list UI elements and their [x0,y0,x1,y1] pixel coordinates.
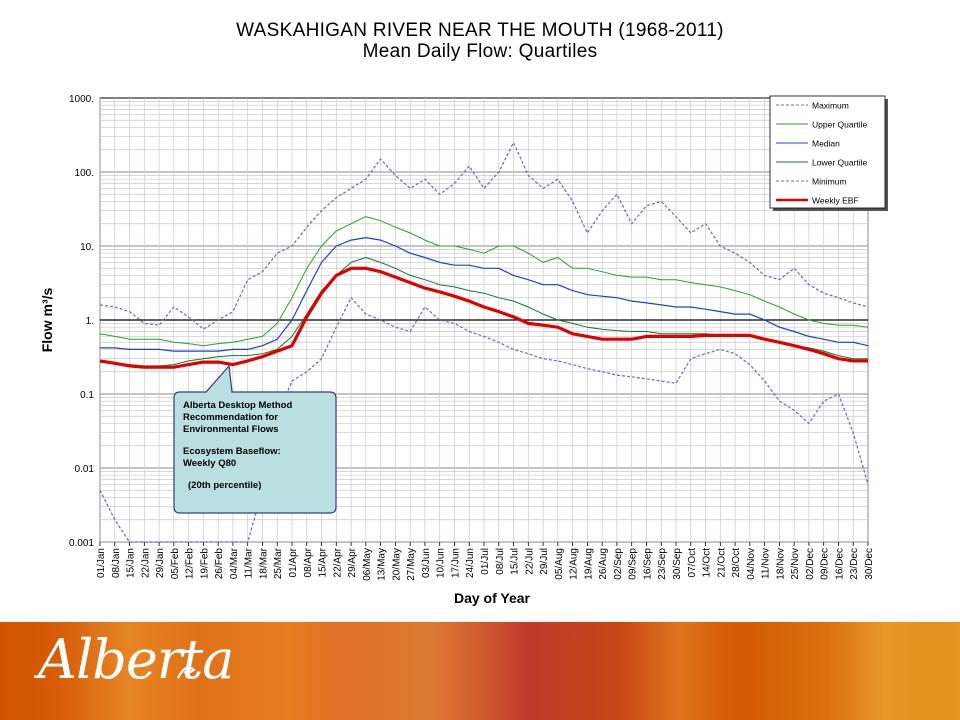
x-tick-label: 21/Oct [716,548,727,578]
x-tick-label: 06/May [362,548,373,581]
x-tick-label: 25/Nov [790,548,801,580]
x-tick-label: 15/Jan [126,548,137,578]
callout-text: Alberta Desktop Method Recommendation fo… [183,400,333,492]
footer-streak [830,622,940,720]
x-tick-label: 17/Jun [450,548,461,578]
x-tick-label: 26/Feb [214,548,225,580]
x-tick-label: 15/Apr [318,547,329,577]
series-line [99,297,869,543]
alberta-logo: Alberta [38,628,234,691]
x-tick-label: 27/May [406,548,417,581]
x-tick-label: 02/Sep [613,548,624,580]
callout-box [173,364,337,514]
y-tick-label: 0.01 [75,464,95,475]
x-tick-label: 11/Mar [244,547,255,578]
chart-subtitle: Mean Daily Flow: Quartiles [362,41,598,62]
x-tick-label: 01/Jul [480,548,491,575]
chart-title: WASKAHIGAN RIVER NEAR THE MOUTH (1968-20… [236,20,724,41]
x-tick-label: 11/Nov [761,548,772,579]
x-tick-label: 13/May [377,548,388,581]
x-tick-label: 03/Jun [421,548,432,578]
x-tick-label: 23/Dec [849,548,860,580]
series-line [99,216,869,347]
y-tick-label: 1. [86,316,94,327]
callout-line: Alberta Desktop Method [183,400,293,411]
x-tick-label: 20/May [391,548,402,581]
legend-label: Minimum [812,177,846,187]
x-tick-label: 30/Sep [672,548,683,580]
x-tick-label: 22/Jan [140,548,151,578]
callout-line: Ecosystem Baseflow: [183,446,281,457]
x-tick-label: 15/Jul [510,548,521,575]
x-tick-label: 30/Dec [864,548,875,580]
footer-banner [0,622,960,720]
x-tick-label: 10/Jun [436,548,447,578]
x-tick-label: 28/Oct [731,548,742,578]
x-tick-label: 23/Sep [657,548,668,580]
x-tick-label: 16/Sep [642,548,653,580]
series-line [100,237,869,352]
x-tick-label: 25/Mar [273,547,284,579]
legend-label: Median [812,139,840,149]
series-lines [99,142,869,543]
logo-mark-icon [177,666,196,679]
x-axis-label: Day of Year [454,590,531,606]
callout-line: (20th percentile) [188,480,262,491]
x-tick-label: 26/Aug [598,548,609,580]
y-axis-label: Flow m³/s [39,288,55,353]
y-tick-label: 100. [75,168,94,179]
x-tick-label: 01/Apr [288,547,299,577]
x-tick-label: 07/Oct [687,548,698,578]
x-tick-label: 05/Aug [554,548,565,580]
legend-label: Weekly EBF [812,196,859,206]
legend-label: Maximum [812,101,849,111]
callout-line: Environmental Flows [183,424,279,435]
x-tick-label: 29/Apr [347,547,358,577]
y-tick-label: 0.001 [69,538,94,549]
x-tick-label: 12/Aug [569,548,580,580]
callout-line: Weekly Q80 [183,458,237,469]
x-tick-label: 08/Jan [111,548,122,578]
x-tick-label: 18/Nov [775,548,786,580]
x-tick-label: 02/Dec [805,548,816,580]
callout-bubble [173,364,337,514]
x-tick-label: 09/Sep [628,548,639,580]
x-tick-label: 16/Dec [834,548,845,580]
x-tick-label: 19/Aug [583,548,594,580]
x-tick-label: 14/Oct [702,548,713,578]
series-line [99,266,868,369]
callout-line: Recommendation for [183,412,279,423]
y-tick-label: 1000. [69,94,94,105]
y-tick-label: 0.1 [80,390,94,401]
x-tick-label: 04/Nov [746,548,757,580]
legend: Maximum Upper Quartile Median Lower Quartil… [769,95,888,211]
x-tick-label: 18/Mar [258,547,269,579]
x-tick-label: 29/Jul [539,548,550,575]
x-tick-label: 19/Feb [199,548,210,580]
legend-label: Upper Quartile [812,120,868,130]
x-tick-label: 01/Jan [96,548,107,578]
x-tick-label: 09/Dec [820,548,831,580]
legend-label: Lower Quartile [812,158,868,168]
x-tick-label: 22/Apr [332,547,343,577]
x-axis: 01/Jan 08/Jan 15/Jan 22/Jan 29/Jan 05/Feb 12/F… [96,542,875,581]
x-tick-label: 29/Jan [155,548,166,578]
x-tick-label: 08/Apr [303,547,314,577]
x-tick-label: 08/Jul [495,548,506,575]
footer-streak [60,622,200,720]
x-tick-label: 05/Feb [170,548,181,580]
y-tick-label: 10. [80,242,94,253]
footer-streak [620,622,740,720]
legend-box [769,95,886,209]
x-tick-label: 04/Mar [229,547,240,579]
y-axis: 1000. 100. 10. 1. 0.1 0.01 0.001 [69,94,94,549]
x-tick-label: 12/Feb [185,548,196,580]
footer-streak [330,622,530,720]
x-tick-label: 22/Jul [524,548,535,575]
flow-chart: 1000. 100. 10. 1. 0.1 0.01 0.001 01/Jan 08/Jan 1… [39,94,888,606]
x-tick-label: 24/Jun [465,548,476,578]
